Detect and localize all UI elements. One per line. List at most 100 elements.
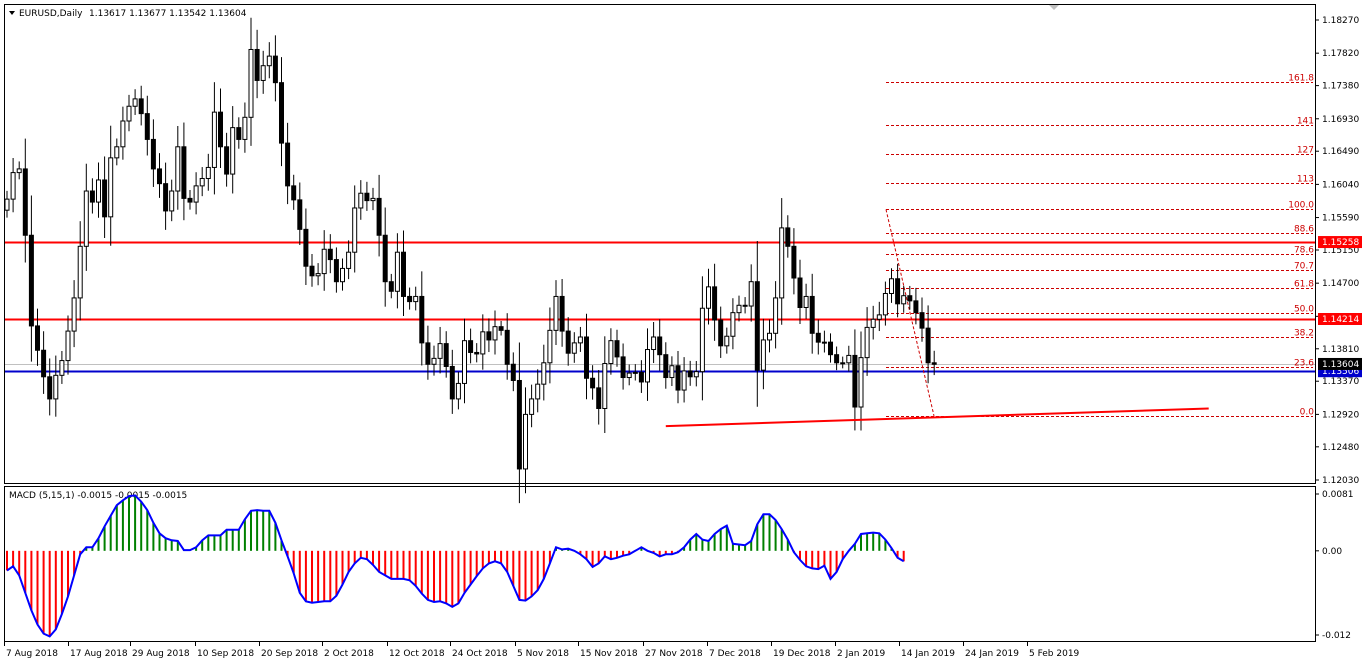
- candle-body: [303, 228, 309, 267]
- candle-body: [187, 197, 193, 203]
- candle-body: [401, 251, 406, 297]
- candle-body: [138, 98, 144, 115]
- candle-body: [547, 329, 553, 364]
- candle-body: [846, 354, 852, 364]
- candle-body: [852, 354, 858, 408]
- candle-body: [821, 341, 827, 344]
- time-tick-label: 29 Aug 2018: [132, 649, 190, 659]
- candle-body: [645, 349, 650, 383]
- candle-body: [413, 295, 419, 303]
- candle-body: [272, 55, 278, 84]
- candle-body: [443, 343, 449, 367]
- candle-body: [157, 168, 162, 185]
- candle-body: [96, 179, 101, 203]
- candle-body: [925, 327, 931, 364]
- fib-anchor-line[interactable]: [885, 209, 935, 416]
- candle-body: [388, 281, 394, 292]
- candle-body: [218, 111, 223, 148]
- time-tick-label: 12 Oct 2018: [389, 649, 445, 659]
- candle-body: [657, 336, 663, 356]
- price-axis[interactable]: 1.18270 1.17820 1.17380 1.16930 1.16490 1.160…: [1315, 16, 1359, 486]
- time-tick-label: 20 Sep 2018: [261, 649, 318, 659]
- candle-body: [199, 177, 205, 187]
- candle-body: [919, 312, 925, 329]
- current-price-tag: [1318, 357, 1362, 370]
- time-tick-label: 24 Oct 2018: [452, 649, 508, 659]
- macd-tick-label: -0.012: [1322, 631, 1351, 641]
- ohlc-readout: 1.13617 1.13677 1.13542 1.13604: [89, 9, 247, 19]
- candle-body: [840, 362, 846, 365]
- price-tick-label: 1.17380: [1322, 82, 1359, 92]
- candle-body: [236, 127, 242, 140]
- candle-body: [150, 138, 156, 170]
- candle-body: [297, 199, 303, 230]
- candle-body: [126, 105, 132, 122]
- price-tick-label: 1.12480: [1322, 443, 1359, 453]
- price-tick-label: 1.15590: [1322, 214, 1359, 224]
- candle-body: [675, 365, 681, 391]
- time-tick-label: 5 Nov 2018: [517, 649, 569, 659]
- candle-body: [828, 341, 833, 356]
- macd-pane-border: [4, 486, 1316, 642]
- fib-level-label: 38.2: [1294, 329, 1314, 339]
- candle-body: [285, 142, 291, 187]
- candle-body: [584, 336, 589, 379]
- price-tick-label: 1.18270: [1322, 16, 1359, 26]
- fibonacci-layer: 0.0 23.6 38.2 50.0 61.8 70.7 78.6 88.6 100.0 113 1…: [885, 74, 1315, 418]
- candle-body: [175, 146, 181, 192]
- support-trendline[interactable]: [665, 407, 1209, 428]
- candle-body: [248, 48, 254, 118]
- candle-body: [193, 185, 199, 203]
- candle-body: [230, 127, 236, 175]
- trendline-layer[interactable]: [665, 407, 1209, 428]
- price-level-tag-label: 1.14214: [1322, 315, 1359, 325]
- symbol-menu-icon[interactable]: [9, 11, 15, 15]
- candle-body: [571, 342, 577, 354]
- time-axis[interactable]: 7 Aug 2018 17 Aug 2018 29 Aug 2018 10 Sep 2…: [4, 642, 1080, 659]
- candle-body: [163, 183, 169, 212]
- candle-body: [767, 332, 772, 341]
- candle-body: [876, 314, 882, 320]
- candle-body: [809, 295, 815, 334]
- fib-level-label: 0.0: [1300, 408, 1315, 418]
- time-tick-label: 17 Aug 2018: [70, 649, 128, 659]
- candle-body: [431, 357, 437, 365]
- macd-tick-label: 0.00: [1322, 547, 1342, 557]
- candle-body: [590, 377, 596, 389]
- candle-body: [498, 326, 504, 331]
- candle-body: [706, 286, 711, 309]
- candle-body: [492, 326, 498, 341]
- candle-body: [333, 259, 339, 283]
- price-tick-label: 1.13370: [1322, 377, 1359, 387]
- price-level-tag-label: 1.13506: [1322, 367, 1359, 377]
- fib-level-label: 23.6: [1294, 359, 1314, 369]
- candle-body: [901, 295, 907, 305]
- fib-level-label: 61.8: [1294, 280, 1314, 290]
- current-price-tag-label: 1.13604: [1322, 360, 1359, 370]
- candle-body: [35, 325, 40, 351]
- candle-body: [22, 168, 28, 236]
- candle-body: [102, 179, 108, 218]
- candle-body: [455, 382, 461, 400]
- macd-layer: [6, 494, 905, 638]
- candle-body: [407, 295, 413, 303]
- candle-body: [114, 146, 120, 159]
- chart-scroll-indicator-icon[interactable]: [1049, 5, 1059, 10]
- candle-body: [907, 295, 913, 302]
- time-tick-label: 24 Jan 2019: [965, 649, 1019, 659]
- candle-body: [602, 363, 608, 409]
- candle-body: [712, 286, 718, 321]
- candle-body: [889, 278, 894, 294]
- price-tick-label: 1.15150: [1322, 246, 1359, 256]
- candle-body: [309, 265, 315, 277]
- time-tick-label: 5 Feb 2019: [1029, 649, 1080, 659]
- candle-body: [480, 331, 486, 355]
- candle-body: [559, 295, 565, 332]
- candle-body: [83, 190, 89, 247]
- candle-body: [681, 370, 687, 391]
- time-tick-label: 7 Dec 2018: [709, 649, 761, 659]
- candle-body: [291, 185, 297, 201]
- candle-body: [53, 374, 59, 400]
